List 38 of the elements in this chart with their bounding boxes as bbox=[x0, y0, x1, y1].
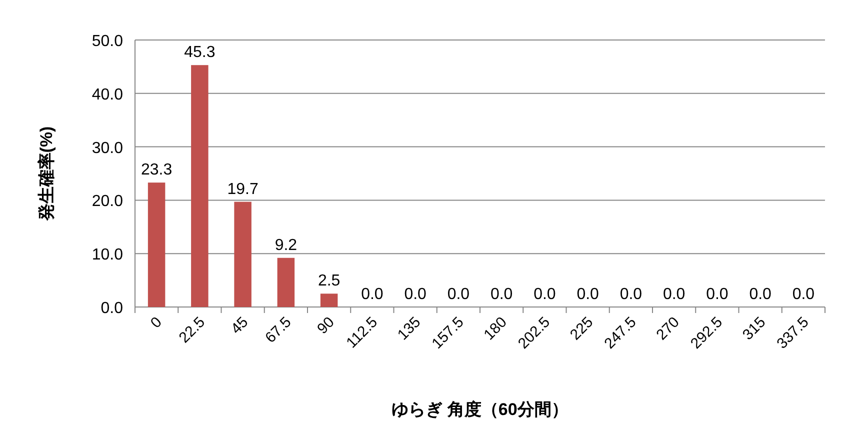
data-label: 0.0 bbox=[361, 286, 384, 303]
x-tick-label: 135 bbox=[394, 314, 424, 344]
bar bbox=[277, 258, 295, 307]
y-tick-label: 40.0 bbox=[92, 86, 124, 104]
data-label: 0.0 bbox=[404, 286, 427, 303]
data-label: 45.3 bbox=[184, 44, 216, 62]
x-tick-label: 90 bbox=[314, 314, 338, 338]
x-tick-label: 180 bbox=[480, 314, 510, 344]
x-axis-title: ゆらぎ 角度（60分間） bbox=[392, 400, 568, 419]
x-tick-label: 67.5 bbox=[262, 314, 295, 346]
data-label: 0.0 bbox=[620, 286, 642, 303]
x-tick-label: 315 bbox=[739, 314, 770, 344]
data-label: 0.0 bbox=[706, 286, 728, 303]
data-label: 0.0 bbox=[490, 286, 513, 303]
bar bbox=[148, 182, 166, 307]
data-label: 19.7 bbox=[227, 180, 258, 198]
y-tick-label: 50.0 bbox=[92, 33, 124, 50]
y-axis-title: 発生確率(%) bbox=[37, 126, 56, 222]
data-label: 0.0 bbox=[447, 286, 470, 303]
bar bbox=[320, 294, 338, 307]
x-tick-label: 45 bbox=[228, 314, 252, 338]
x-tick-label: 270 bbox=[653, 314, 683, 344]
y-tick-label: 0.0 bbox=[100, 300, 124, 317]
data-label: 0.0 bbox=[662, 286, 686, 303]
bar bbox=[234, 202, 252, 307]
data-label: 0.0 bbox=[792, 286, 815, 303]
data-label: 2.5 bbox=[318, 272, 340, 290]
data-label: 9.2 bbox=[274, 236, 298, 254]
x-tick-label: 0 bbox=[147, 314, 166, 332]
data-label: 23.3 bbox=[140, 162, 172, 179]
x-tick-label: 225 bbox=[566, 314, 597, 344]
y-tick-label: 30.0 bbox=[92, 140, 124, 157]
data-label: 0.0 bbox=[749, 286, 772, 303]
data-label: 0.0 bbox=[534, 286, 556, 303]
y-tick-label: 10.0 bbox=[92, 246, 124, 264]
data-label: 0.0 bbox=[576, 286, 600, 303]
bar bbox=[191, 65, 208, 307]
y-tick-label: 20.0 bbox=[92, 193, 124, 210]
